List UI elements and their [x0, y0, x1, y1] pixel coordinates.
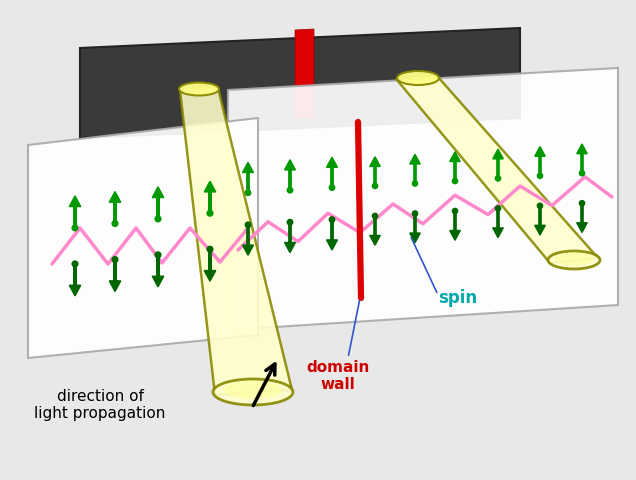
- Polygon shape: [370, 236, 380, 245]
- Polygon shape: [535, 225, 545, 235]
- Polygon shape: [284, 242, 296, 252]
- Polygon shape: [410, 233, 420, 243]
- Polygon shape: [242, 162, 254, 172]
- Circle shape: [495, 206, 501, 211]
- Circle shape: [72, 261, 78, 267]
- Polygon shape: [109, 192, 121, 202]
- Polygon shape: [242, 245, 254, 255]
- Polygon shape: [80, 28, 520, 138]
- Polygon shape: [326, 157, 338, 168]
- Circle shape: [245, 222, 251, 228]
- Circle shape: [207, 246, 213, 252]
- Circle shape: [579, 201, 584, 206]
- Ellipse shape: [397, 71, 439, 85]
- Polygon shape: [69, 285, 81, 296]
- Polygon shape: [284, 160, 296, 170]
- Circle shape: [537, 173, 543, 179]
- Circle shape: [412, 181, 418, 186]
- Circle shape: [112, 221, 118, 227]
- Ellipse shape: [179, 83, 219, 96]
- Polygon shape: [109, 281, 121, 291]
- Polygon shape: [410, 154, 420, 164]
- Polygon shape: [370, 156, 380, 167]
- Ellipse shape: [213, 379, 293, 405]
- Text: spin: spin: [438, 289, 477, 307]
- Polygon shape: [204, 181, 216, 192]
- Polygon shape: [152, 187, 163, 198]
- Circle shape: [537, 203, 543, 208]
- Polygon shape: [69, 196, 81, 206]
- Polygon shape: [493, 149, 503, 159]
- Circle shape: [372, 183, 378, 189]
- Circle shape: [452, 208, 458, 214]
- Polygon shape: [577, 223, 587, 232]
- Ellipse shape: [548, 251, 600, 269]
- Ellipse shape: [555, 252, 593, 265]
- Polygon shape: [295, 29, 314, 118]
- Polygon shape: [204, 271, 216, 281]
- Polygon shape: [450, 152, 460, 162]
- Polygon shape: [397, 77, 598, 263]
- Circle shape: [112, 257, 118, 263]
- Circle shape: [155, 252, 161, 258]
- Circle shape: [452, 179, 458, 184]
- Circle shape: [72, 225, 78, 231]
- Polygon shape: [152, 276, 163, 287]
- Polygon shape: [493, 228, 503, 238]
- Text: domain
wall: domain wall: [307, 360, 370, 393]
- Polygon shape: [535, 146, 545, 156]
- Circle shape: [495, 176, 501, 181]
- Circle shape: [287, 219, 293, 225]
- Circle shape: [245, 190, 251, 195]
- Circle shape: [287, 188, 293, 193]
- Polygon shape: [28, 118, 258, 358]
- Circle shape: [329, 185, 335, 191]
- Polygon shape: [326, 240, 338, 250]
- Circle shape: [207, 210, 213, 216]
- Polygon shape: [180, 88, 292, 395]
- Polygon shape: [577, 144, 587, 154]
- Circle shape: [412, 211, 418, 216]
- Ellipse shape: [224, 381, 282, 399]
- Polygon shape: [228, 68, 618, 330]
- Circle shape: [579, 170, 584, 176]
- Circle shape: [329, 217, 335, 222]
- Circle shape: [372, 213, 378, 218]
- Text: direction of
light propagation: direction of light propagation: [34, 389, 166, 421]
- Polygon shape: [450, 230, 460, 240]
- Circle shape: [155, 216, 161, 222]
